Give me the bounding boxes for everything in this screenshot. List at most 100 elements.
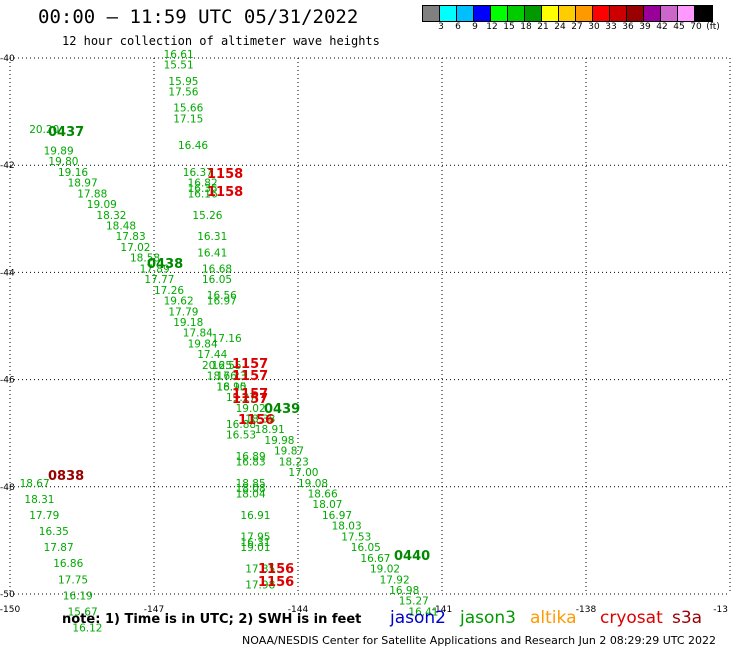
legend-swatch (542, 6, 559, 21)
swh-value: 18.58 (130, 253, 160, 265)
swh-value: 18.91 (255, 424, 285, 436)
legend-label: 21 (537, 22, 549, 32)
swh-value: 18.23 (279, 456, 309, 468)
x-tick-label: -141 (432, 605, 452, 615)
swh-value: 18.04 (236, 489, 266, 501)
swh-value: 16.35 (39, 526, 69, 538)
legend-label: 45 (673, 22, 685, 32)
swh-value: 18.31 (24, 494, 54, 506)
pass-time-label: 0438 (147, 257, 183, 272)
swh-value: 15.51 (164, 60, 194, 72)
swh-value: 18.67 (20, 478, 50, 490)
swh-value: 15.95 (168, 76, 198, 88)
swh-value: 16.41 (408, 606, 438, 618)
swh-value: 18.03 (332, 521, 362, 533)
legend-label: 30 (588, 22, 600, 32)
swh-value: 17.84 (183, 328, 213, 340)
legend-swatch (457, 6, 474, 21)
swh-value: 17.95 (240, 531, 270, 543)
legend-swatch (644, 6, 661, 21)
x-tick-label: -13 (713, 605, 728, 615)
legend-label: 70 (690, 22, 702, 32)
satellite-name-jason3: jason3 (460, 608, 516, 628)
swh-value: 18.85 (236, 478, 266, 490)
legend-swatch (627, 6, 644, 21)
pass-time-label: 0439 (264, 402, 300, 417)
swh-value: 17.88 (77, 188, 107, 200)
swh-value: 17.79 (29, 510, 59, 522)
swh-value: 16.31 (197, 231, 227, 243)
legend-swatch (576, 6, 593, 21)
swh-value: 17.79 (168, 306, 198, 318)
swh-value: 17.26 (154, 285, 184, 297)
legend-label: (ft) (706, 22, 720, 32)
swh-value: 17.56 (168, 87, 198, 99)
swh-value: 17.98 (245, 580, 275, 592)
swh-value: 18.15 (216, 381, 246, 393)
swh-value: 19.02 (370, 564, 400, 576)
swh-value: 18.48 (106, 221, 136, 233)
swh-value: 18.07 (312, 499, 342, 511)
swh-value: 17.44 (197, 349, 227, 361)
swh-value: 16.16 (188, 188, 218, 200)
pass-time-label: 1157 (232, 387, 268, 402)
swh-value: 17.00 (288, 467, 318, 479)
swh-value: 16.55 (212, 360, 242, 372)
swh-value: 17.53 (341, 531, 371, 543)
swh-value: 16.12 (72, 623, 102, 635)
swh-value: 17.87 (44, 542, 74, 554)
pass-time-label: 1156 (238, 413, 274, 428)
y-tick-label: -46 (0, 376, 15, 386)
swh-value: 16.46 (178, 140, 208, 152)
swh-value: 16.31 (240, 537, 270, 549)
legend-label: 27 (571, 22, 583, 32)
swh-value: 18.38 (245, 413, 275, 425)
swh-value: 16.68 (202, 263, 232, 275)
swh-value: 19.87 (274, 446, 304, 458)
satellite-name-jason2: jason2 (390, 608, 446, 628)
legend-swatch (474, 6, 491, 21)
swh-value: 17.83 (116, 231, 146, 243)
legend-swatch (491, 6, 508, 21)
x-tick-label: -150 (0, 605, 20, 615)
credit-line: NOAA/NESDIS Center for Satellite Applica… (242, 634, 717, 647)
swh-value: 19.16 (58, 167, 88, 179)
swh-value: 16.19 (63, 590, 93, 602)
legend-swatch (678, 6, 695, 21)
swh-value: 17.02 (120, 242, 150, 254)
swh-value: 19.27 (226, 392, 256, 404)
swh-value: 17.35 (245, 564, 275, 576)
swh-value: 15.66 (173, 103, 203, 115)
footer-note: note: 1) Time is in UTC; 2) SWH is in fe… (62, 612, 362, 627)
legend-swatch (593, 6, 610, 21)
swh-value: 19.08 (298, 478, 328, 490)
satellite-name-altika: altika (530, 608, 577, 628)
legend-label: 3 (438, 22, 444, 32)
swh-value: 16.53 (226, 430, 256, 442)
swh-value: 18.32 (96, 210, 126, 222)
swh-value: 19.02 (236, 403, 266, 415)
satellite-name-cryosat: cryosat (600, 608, 663, 628)
swh-value: 17.15 (173, 113, 203, 125)
swh-value: 16.90 (216, 381, 246, 393)
swh-value: 16.83 (236, 456, 266, 468)
swh-value: 18.08 (236, 483, 266, 495)
swh-value: 17.23 (216, 371, 246, 383)
x-tick-label: -144 (288, 605, 309, 615)
legend-label: 24 (554, 22, 566, 32)
swh-value: 20.25 (202, 360, 232, 372)
legend-label: 9 (472, 22, 478, 32)
swh-value: 19.18 (173, 317, 203, 329)
legend-swatch (559, 6, 576, 21)
swh-value: 17.77 (144, 274, 174, 286)
pass-time-label: 1158 (207, 185, 243, 200)
pass-time-label: 1156 (258, 562, 294, 577)
x-tick-label: -138 (576, 605, 597, 615)
legend-label: 18 (520, 22, 532, 32)
pass-time-label: 1157 (232, 392, 268, 407)
swh-value: 19.09 (87, 199, 117, 211)
swh-value: 19.98 (264, 435, 294, 447)
swh-value: 17.16 (212, 333, 242, 345)
satellite-name-s3a: s3a (672, 608, 703, 628)
